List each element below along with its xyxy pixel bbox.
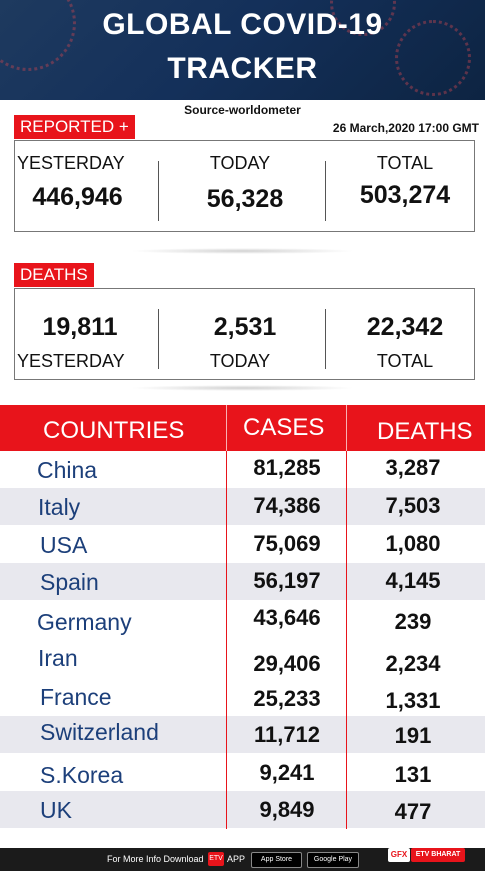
reported-total-value: 503,274 bbox=[359, 181, 451, 209]
deaths-value: 239 bbox=[394, 609, 432, 634]
divider bbox=[158, 161, 159, 221]
country-name: USA bbox=[40, 532, 88, 558]
header-banner: GLOBAL COVID-19 TRACKER bbox=[0, 0, 485, 100]
deaths-tag: DEATHS bbox=[14, 263, 94, 287]
deaths-today-value: 2,531 bbox=[213, 313, 277, 341]
reported-today-value: 56,328 bbox=[206, 185, 284, 213]
brand-logo: ETV BHARAT bbox=[411, 848, 465, 862]
cases-value: 74,386 bbox=[253, 493, 321, 518]
footer-app-text: APP bbox=[227, 854, 246, 864]
deaths-value: 477 bbox=[394, 799, 432, 824]
cases-value: 56,197 bbox=[253, 568, 321, 593]
country-name: Iran bbox=[38, 645, 78, 671]
virus-decoration-icon bbox=[395, 20, 471, 96]
deaths-value: 7,503 bbox=[385, 493, 441, 518]
table-row: France 25,233 1,331 bbox=[0, 678, 485, 715]
table-row: USA 75,069 1,080 bbox=[0, 525, 485, 562]
gfx-label: GFX bbox=[388, 848, 410, 862]
country-name: S.Korea bbox=[40, 762, 124, 788]
country-name: UK bbox=[40, 797, 72, 823]
footer-bar: For More Info Download ETV APP App Store… bbox=[0, 848, 485, 871]
cases-value: 75,069 bbox=[253, 531, 321, 556]
deaths-value: 1,080 bbox=[385, 531, 441, 556]
country-name: China bbox=[37, 457, 98, 483]
table-row: Iran 29,406 2,234 bbox=[0, 637, 485, 676]
country-name: Germany bbox=[37, 609, 132, 635]
google-play-label: Google Play bbox=[313, 856, 353, 863]
divider bbox=[325, 161, 326, 221]
reported-total-label: TOTAL bbox=[376, 153, 434, 173]
header-divider bbox=[346, 405, 347, 451]
google-play-button[interactable]: Google Play bbox=[307, 852, 359, 868]
table-row: UK 9,849 477 bbox=[0, 791, 485, 828]
cases-value: 9,849 bbox=[259, 797, 315, 822]
country-name: Switzerland bbox=[40, 719, 159, 745]
deaths-value: 3,287 bbox=[385, 455, 441, 480]
country-name: Italy bbox=[38, 494, 81, 520]
cases-header: CASES bbox=[243, 414, 325, 441]
deaths-yesterday-label: YESTERDAY bbox=[17, 351, 125, 371]
reported-tag: REPORTED + bbox=[14, 115, 135, 139]
source-label: Source-worldometer bbox=[184, 103, 301, 117]
footer-info-text: For More Info Download bbox=[107, 854, 204, 864]
deaths-value: 4,145 bbox=[385, 568, 441, 593]
table-row: S.Korea 9,241 131 bbox=[0, 753, 485, 790]
deaths-yesterday-value: 19,811 bbox=[42, 313, 118, 341]
date-label: 26 March,2020 17:00 GMT bbox=[332, 121, 479, 135]
reported-yesterday-label: YESTERDAY bbox=[17, 153, 125, 173]
cases-value: 9,241 bbox=[259, 760, 315, 785]
etv-app-icon[interactable]: ETV bbox=[208, 852, 224, 866]
cases-value: 11,712 bbox=[253, 722, 321, 747]
deaths-value: 2,234 bbox=[385, 651, 441, 676]
reported-today-label: TODAY bbox=[209, 153, 271, 173]
reported-yesterday-value: 446,946 bbox=[32, 183, 123, 211]
deaths-today-label: TODAY bbox=[209, 351, 271, 371]
deaths-value: 191 bbox=[394, 723, 432, 748]
divider-shadow bbox=[130, 248, 355, 254]
deaths-header: DEATHS bbox=[377, 418, 473, 445]
app-store-label: App Store bbox=[260, 856, 293, 863]
countries-header: COUNTRIES bbox=[43, 417, 185, 444]
table-row: Spain 56,197 4,145 bbox=[0, 563, 485, 600]
column-divider bbox=[346, 405, 347, 829]
deaths-total-label: TOTAL bbox=[376, 351, 434, 371]
app-store-button[interactable]: App Store bbox=[251, 852, 302, 868]
cases-value: 81,285 bbox=[253, 455, 321, 480]
deaths-value: 1,331 bbox=[385, 688, 441, 713]
header-divider bbox=[226, 405, 227, 451]
column-divider bbox=[226, 405, 227, 829]
cases-value: 25,233 bbox=[253, 686, 321, 711]
divider bbox=[325, 309, 326, 369]
title-line-1: GLOBAL COVID-19 bbox=[102, 8, 383, 41]
table-row: China 81,285 3,287 bbox=[0, 451, 485, 488]
reported-box: YESTERDAY TODAY TOTAL 446,946 56,328 503… bbox=[14, 140, 475, 232]
deaths-value: 131 bbox=[394, 762, 432, 787]
table-header: COUNTRIES CASES DEATHS bbox=[0, 405, 485, 451]
country-name: Spain bbox=[40, 569, 99, 595]
table-row: Switzerland 11,712 191 bbox=[0, 716, 485, 753]
cases-value: 29,406 bbox=[253, 651, 321, 676]
cases-value: 43,646 bbox=[253, 605, 321, 630]
divider bbox=[158, 309, 159, 369]
divider-shadow bbox=[130, 385, 355, 391]
table-row: Germany 43,646 239 bbox=[0, 600, 485, 637]
title-line-2: TRACKER bbox=[167, 52, 318, 85]
table-row: Italy 74,386 7,503 bbox=[0, 488, 485, 525]
deaths-box: 19,811 2,531 22,342 YESTERDAY TODAY TOTA… bbox=[14, 288, 475, 380]
deaths-total-value: 22,342 bbox=[366, 313, 444, 341]
country-name: France bbox=[40, 684, 112, 710]
